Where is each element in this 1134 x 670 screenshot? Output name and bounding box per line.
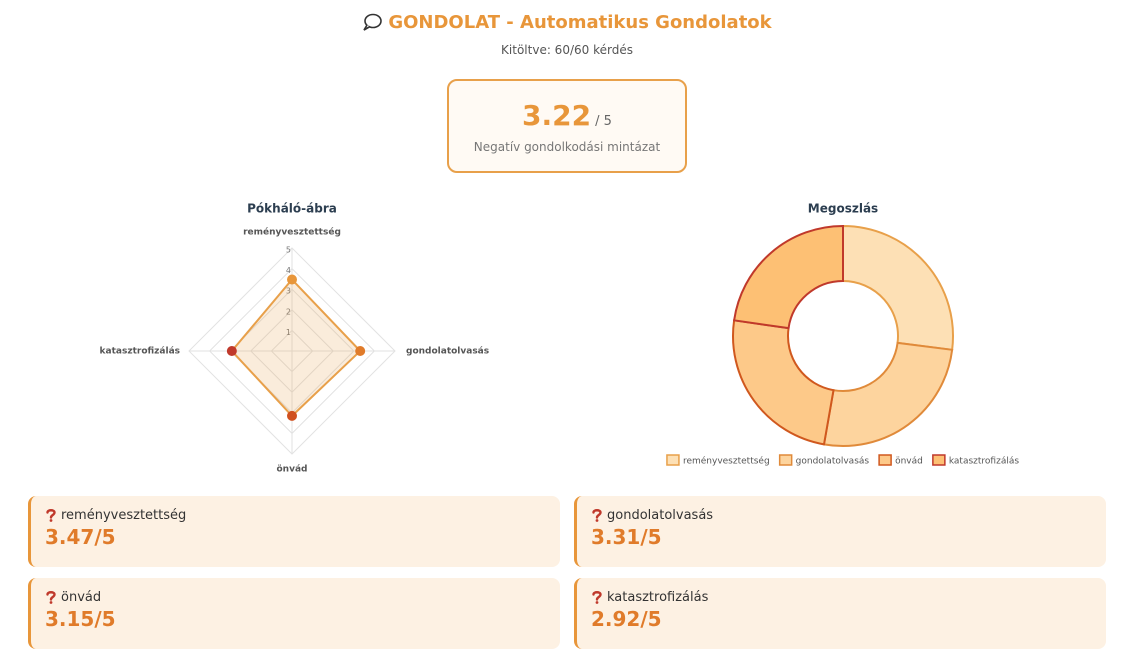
chart-title: Pókháló-ábra — [247, 202, 337, 216]
category-label: reményvesztettség — [243, 227, 341, 238]
score-card-item: önvád 3.15/5 — [28, 578, 560, 649]
y-tick-label: 2 — [286, 307, 291, 316]
question-icon — [46, 591, 56, 604]
card-value: 3.31/5 — [591, 525, 662, 549]
card-value: 3.47/5 — [45, 525, 116, 549]
legend: reményvesztettség gondolatolvasás önvád kat… — [666, 454, 1019, 467]
subtitle: Kitöltve: 60/60 kérdés — [501, 43, 633, 57]
card-label-text: önvád — [61, 590, 102, 605]
card-value: 3.15/5 — [45, 607, 116, 631]
score-card-item: reményvesztettség 3.47/5 — [28, 496, 560, 567]
doughnut-slice — [842, 224, 954, 351]
legend-swatch — [932, 454, 946, 466]
radar-point — [287, 274, 297, 285]
card-label: önvád — [45, 590, 560, 605]
card-label: reményvesztettség — [45, 508, 560, 523]
radar-area — [230, 278, 362, 418]
y-tick-label: 5 — [286, 246, 291, 255]
chart-title: Megoszlás — [808, 202, 878, 216]
card-label-text: gondolatolvasás — [607, 508, 714, 523]
score-label: Negatív gondolkodási mintázat — [473, 140, 661, 154]
question-icon — [46, 509, 56, 522]
legend-swatch — [666, 454, 680, 466]
score-value: 3.22 — [522, 99, 592, 132]
radar-point — [226, 346, 237, 356]
y-tick-label: 4 — [286, 266, 291, 275]
y-tick-label: 3 — [286, 287, 291, 296]
score-card-item: gondolatolvasás 3.31/5 — [574, 496, 1106, 567]
card-label-text: reményvesztettség — [61, 508, 187, 523]
legend-label: gondolatolvasás — [796, 457, 870, 467]
category-label: önvád — [277, 465, 308, 475]
question-icon — [592, 591, 602, 604]
legend-label: reményvesztettség — [683, 456, 770, 467]
category-label: katasztrofizálás — [100, 347, 180, 357]
score-card-item: katasztrofizálás 2.92/5 — [574, 578, 1106, 649]
card-value: 2.92/5 — [591, 607, 662, 631]
legend-swatch — [778, 454, 793, 466]
score-card: 3.22/ 5 Negatív gondolkodási mintázat — [447, 79, 687, 173]
thought-icon — [363, 13, 383, 31]
legend-swatch — [878, 454, 892, 466]
radar-point — [287, 410, 297, 421]
card-label-text: katasztrofizálás — [607, 590, 709, 605]
score-max: / 5 — [595, 114, 612, 129]
legend-label: katasztrofizálás — [949, 457, 1019, 467]
radar-point — [355, 346, 366, 356]
card-label: katasztrofizálás — [591, 590, 1106, 605]
category-label: gondolatolvasás — [406, 347, 489, 357]
doughnut-slice — [822, 341, 954, 447]
card-label: gondolatolvasás — [591, 508, 1106, 523]
y-tick-label: 1 — [286, 328, 291, 337]
doughnut-slice — [732, 224, 844, 330]
charts: Pókháló-ábra 1 2 3 4 5 reményvesztettség gondol… — [100, 202, 1020, 475]
title-text: GONDOLAT - Automatikus Gondolatok — [388, 12, 772, 33]
doughnut-slice — [732, 319, 835, 446]
question-icon — [592, 509, 602, 522]
legend-label: önvád — [895, 457, 923, 467]
header-title: GONDOLAT - Automatikus Gondolatok — [0, 12, 1134, 33]
